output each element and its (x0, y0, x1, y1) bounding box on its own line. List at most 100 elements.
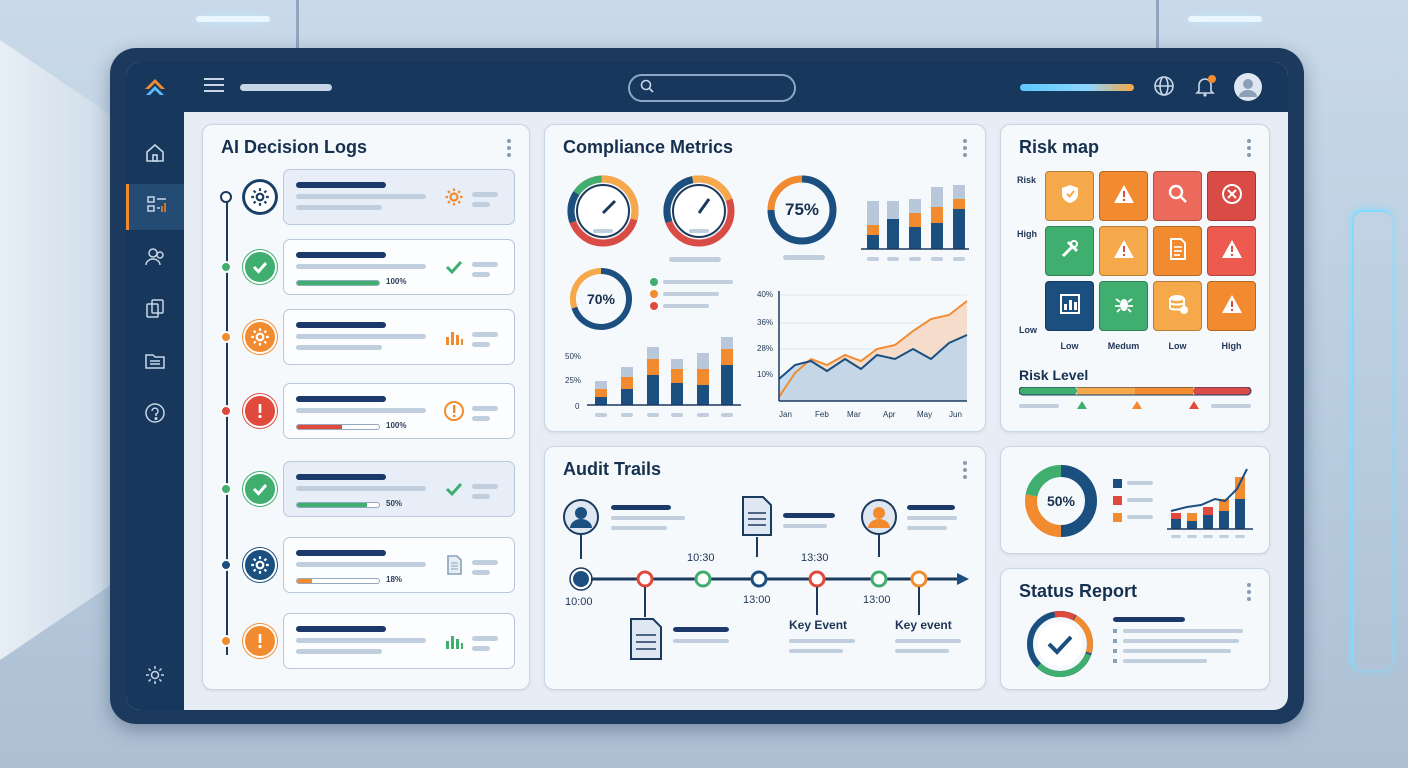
donut-segment (570, 268, 632, 330)
bar-segment (867, 201, 879, 225)
bar-segment (909, 199, 921, 213)
axis-tick: 0 (575, 402, 580, 411)
tools-icon (1059, 238, 1081, 265)
bar-segment (909, 213, 921, 227)
x-tick: Jun (949, 410, 962, 419)
bar-segment (887, 201, 899, 219)
app-title-placeholder (240, 83, 332, 91)
notification-bell-icon[interactable] (1193, 74, 1217, 103)
alert-icon (444, 401, 464, 426)
bar-segment (595, 381, 607, 389)
time-label: 10:30 (687, 552, 715, 564)
donut-legend (650, 278, 733, 310)
bar-segment (1235, 477, 1245, 499)
timeline-dot (220, 191, 232, 203)
donut-main-label: 75% (784, 200, 820, 219)
sidebar-item-settings[interactable] (126, 654, 184, 700)
top-bar (126, 62, 1288, 112)
globe-icon[interactable] (1152, 74, 1176, 103)
search-icon (640, 79, 654, 98)
risk-level-title: Risk Level (1019, 367, 1089, 383)
risk-cell[interactable] (1045, 281, 1094, 331)
more-options-icon[interactable] (507, 139, 511, 160)
y-tick: 10% (757, 370, 773, 379)
bar-segment (931, 223, 943, 249)
bar-segment (671, 369, 683, 383)
system-status-bar (1020, 84, 1134, 91)
decision-log-entry[interactable]: 50% (283, 461, 515, 517)
risk-cell[interactable] (1153, 226, 1202, 276)
risk-heatmap (1045, 171, 1256, 331)
bar-segment (867, 235, 879, 249)
more-options-icon[interactable] (1247, 139, 1251, 160)
bar-segment (647, 347, 659, 359)
chart-icon (1059, 293, 1081, 320)
database-icon (1167, 293, 1189, 320)
warning-icon (1113, 239, 1135, 264)
more-options-icon[interactable] (963, 461, 967, 482)
time-label: 13:00 (743, 594, 771, 606)
risk-y-label: Low (1019, 325, 1037, 335)
risk-cell[interactable] (1099, 281, 1148, 331)
risk-cell[interactable] (1207, 226, 1256, 276)
risk-cell[interactable] (1045, 226, 1094, 276)
gear-status-icon (243, 320, 277, 354)
decision-log-entry[interactable]: 100% (283, 383, 515, 439)
risk-x-label: High (1221, 341, 1242, 351)
summary-card: 50% (1000, 446, 1270, 554)
risk-cell[interactable] (1099, 171, 1148, 221)
bar-chart-icon (444, 631, 464, 656)
menu-icon[interactable] (204, 77, 224, 98)
user-avatar[interactable] (1233, 72, 1263, 107)
bar-segment (909, 227, 921, 249)
progress-percent: 50% (386, 499, 403, 508)
risk-cell[interactable] (1045, 171, 1094, 221)
dashboard-screen: AI Decision Logs 100% 100% 50% 18% Complian… (126, 62, 1288, 710)
key-event-label: Key Event (789, 618, 847, 632)
risk-cell[interactable] (1153, 171, 1202, 221)
risk-title: Risk map (1019, 137, 1100, 157)
more-options-icon[interactable] (1247, 583, 1251, 604)
decision-log-entry[interactable] (283, 309, 515, 365)
more-options-icon[interactable] (963, 139, 967, 160)
decision-log-entry[interactable]: 18% (283, 537, 515, 593)
sidebar-item-documents[interactable] (126, 288, 184, 334)
x-tick: Jan (779, 410, 792, 419)
decision-log-entry[interactable] (283, 169, 515, 225)
sidebar-item-home[interactable] (126, 132, 184, 178)
audit-timeline: 10:30 13:30 10:00 13:00 13:00 Key (563, 496, 969, 660)
app-logo[interactable] (126, 62, 184, 112)
bar-segment (595, 397, 607, 405)
timeline-dot (220, 405, 232, 417)
check-icon (1047, 635, 1073, 655)
x-tick: Feb (815, 410, 829, 419)
risk-x-label: Low (1168, 341, 1187, 351)
help-icon (144, 402, 166, 429)
sidebar-item-reports[interactable] (126, 340, 184, 386)
progress-bar (296, 280, 380, 286)
risk-cell[interactable] (1153, 281, 1202, 331)
risk-cell[interactable] (1207, 281, 1256, 331)
bar-segment (953, 209, 965, 249)
x-tick: Mar (847, 410, 861, 419)
audit-title: Audit Trails (563, 459, 662, 479)
risk-cell[interactable] (1099, 226, 1148, 276)
alert-status-icon (243, 624, 277, 658)
status-check-donut (1027, 610, 1093, 677)
sidebar-item-help[interactable] (126, 392, 184, 438)
key-event-label: Key event (895, 618, 952, 632)
bar-segment (697, 353, 709, 369)
search-box[interactable] (628, 74, 796, 102)
gear-icon (444, 187, 464, 212)
settings-gear-icon (144, 664, 166, 691)
decision-log-entry[interactable]: 100% (283, 239, 515, 295)
sidebar-item-logs[interactable] (126, 184, 184, 230)
search-input[interactable] (660, 81, 790, 95)
decision-log-entry[interactable] (283, 613, 515, 669)
compliance-title: Compliance Metrics (563, 137, 734, 157)
sidebar-item-users[interactable] (126, 236, 184, 282)
axis-tick: 25% (565, 376, 581, 385)
summary-bar-trend (1167, 468, 1253, 538)
risk-cell[interactable] (1207, 171, 1256, 221)
document-icon (444, 555, 464, 580)
